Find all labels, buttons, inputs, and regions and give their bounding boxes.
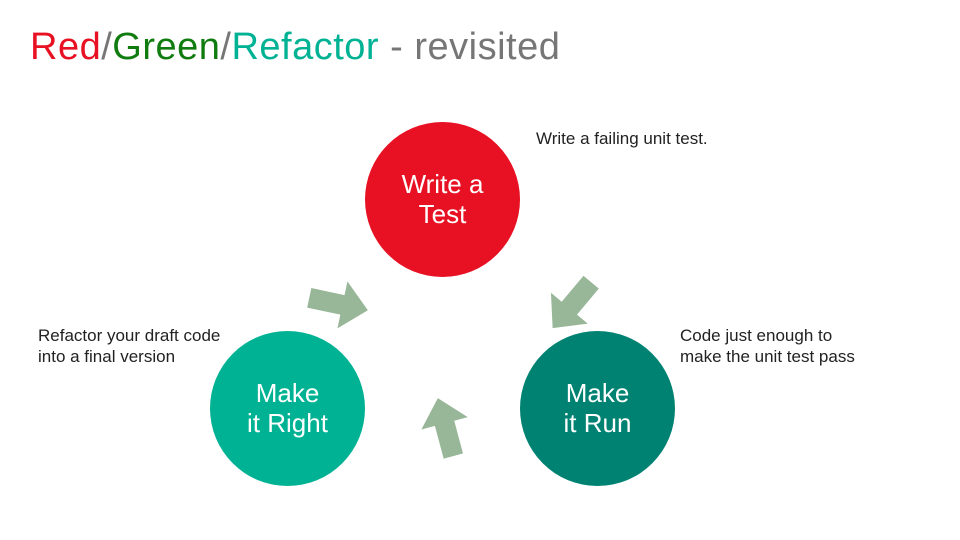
arrow-run-to-right [415,391,482,463]
circle-make-run-label: Makeit Run [564,379,632,439]
circle-write-test: Write aTest [365,122,520,277]
caption-make-run-text: Code just enough tomake the unit test pa… [680,326,855,366]
circle-make-run: Makeit Run [520,331,675,486]
title-part-refactor: Refactor [231,26,379,68]
arrow-right-to-test [303,274,373,338]
caption-make-run: Code just enough tomake the unit test pa… [680,325,930,368]
circle-write-test-label: Write aTest [402,170,484,230]
caption-make-right-text: Refactor your draft codeinto a final ver… [38,326,220,366]
title-part-red: Red [30,26,101,68]
title-part-green: Green [112,26,220,68]
title-part-rest: - revisited [379,26,560,68]
caption-write-test: Write a failing unit test. [536,128,796,149]
title-part-sep1: / [101,26,112,68]
caption-make-right: Refactor your draft codeinto a final ver… [38,325,258,368]
slide: Red/Green/Refactor - revisited Write aTe… [0,0,960,540]
slide-title: Red/Green/Refactor - revisited [30,26,560,69]
arrow-icon [415,392,477,462]
arrow-icon [304,274,373,333]
circle-make-right-label: Makeit Right [247,379,328,439]
caption-write-test-text: Write a failing unit test. [536,129,708,148]
title-part-sep2: / [220,26,231,68]
